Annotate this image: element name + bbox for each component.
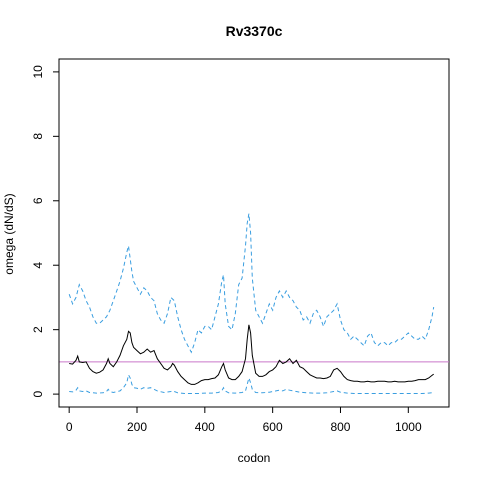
x-tick-label: 600 [263,420,283,434]
x-tick-label: 1000 [395,420,422,434]
y-tick-label: 8 [31,133,45,140]
x-tick-label: 800 [330,420,350,434]
x-tick-label: 200 [127,420,147,434]
x-tick-label: 0 [66,420,73,434]
plot-area [59,213,449,394]
y-tick-label: 10 [31,65,45,79]
series-line-estimate [69,324,435,385]
series-line-upper-bound [68,213,435,354]
chart-title: Rv3370c [226,23,283,39]
y-tick-label: 4 [31,262,45,269]
y-tick-label: 2 [31,326,45,333]
x-tick-label: 400 [195,420,215,434]
plot-frame [58,58,450,408]
y-axis-label: omega (dN/dS) [2,193,16,274]
y-tick-label: 6 [31,197,45,204]
series-line-lower-bound [69,373,434,394]
axes: 0 200 400 600 800 1000 0 2 4 6 8 10 [31,65,422,434]
y-tick-label: 0 [31,390,45,397]
x-axis-label: codon [238,451,271,465]
